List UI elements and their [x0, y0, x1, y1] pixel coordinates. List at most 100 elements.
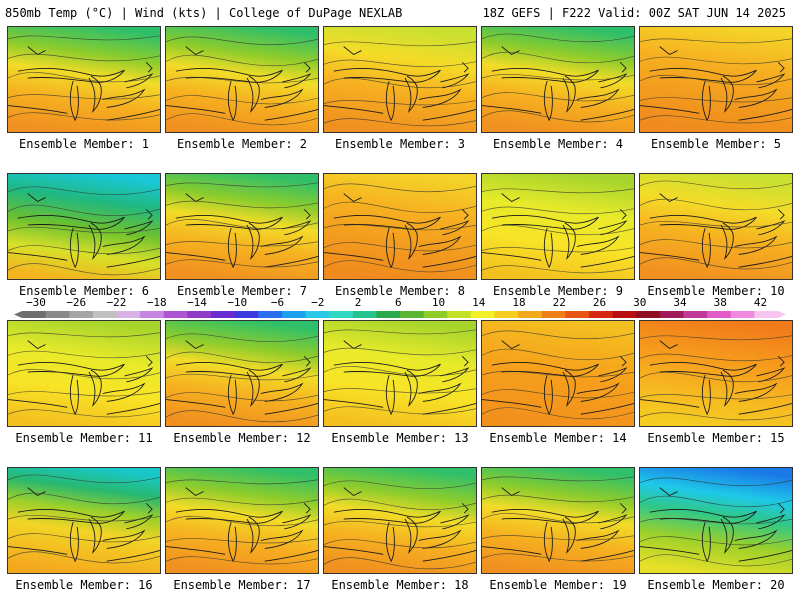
title-right: 18Z GEFS | F222 Valid: 00Z SAT JUN 14 20…	[482, 6, 786, 20]
ensemble-member-map	[323, 467, 477, 574]
great-lakes-outline	[324, 340, 476, 416]
ensemble-member-label: Ensemble Member: 14	[489, 431, 627, 445]
colorbar-swatch	[541, 311, 566, 318]
colorbar-tick-label: 26	[592, 296, 607, 309]
colorbar-swatch	[683, 311, 708, 318]
great-lakes-outline	[482, 340, 634, 416]
height-contours	[640, 335, 792, 421]
ensemble-member-map	[481, 320, 635, 427]
temperature-field	[324, 27, 476, 132]
colorbar-swatch	[659, 311, 684, 318]
colorbar-swatch	[423, 311, 448, 318]
height-contours	[166, 36, 318, 126]
great-lakes-outline	[166, 340, 318, 416]
great-lakes-outline	[8, 193, 160, 269]
temperature-field	[166, 468, 318, 573]
ensemble-member-map	[481, 467, 635, 574]
colorbar-tick-label: −26	[66, 296, 87, 309]
colorbar-tick-label: −2	[311, 296, 325, 309]
colorbar-swatch	[565, 311, 590, 318]
colorbar-tick-label: −18	[146, 296, 167, 309]
ensemble-member-label: Ensemble Member: 11	[15, 431, 153, 445]
ensemble-member-label: Ensemble Member: 4	[492, 137, 624, 151]
colorbar-swatch	[116, 311, 141, 318]
great-lakes-outline	[166, 46, 318, 122]
colorbar-tick-label: −14	[187, 296, 207, 309]
great-lakes-outline	[324, 487, 476, 563]
great-lakes-outline	[8, 487, 160, 563]
colorbar-tick-label: 34	[673, 296, 687, 309]
colorbar-swatch	[518, 311, 543, 318]
ensemble-member-label: Ensemble Member: 1	[18, 137, 150, 151]
great-lakes-outline	[640, 46, 792, 122]
great-lakes-outline	[640, 487, 792, 563]
ensemble-member-map	[165, 26, 319, 133]
ensemble-member-label: Ensemble Member: 8	[334, 284, 466, 298]
colorbar-swatch	[589, 311, 614, 318]
colorbar-tick-label: 2	[354, 296, 362, 309]
ensemble-member-label: Ensemble Member: 3	[334, 137, 466, 151]
colorbar-tick-label: 14	[472, 296, 486, 309]
ensemble-member-map	[165, 320, 319, 427]
ensemble-member-map	[323, 26, 477, 133]
colorbar-swatch	[92, 311, 117, 318]
colorbar-tick-label: 42	[753, 296, 768, 309]
ensemble-member-map	[323, 173, 477, 280]
great-lakes-outline	[324, 193, 476, 269]
ensemble-member-label: Ensemble Member: 18	[331, 578, 469, 592]
temperature-field	[324, 468, 476, 573]
ensemble-member-map	[481, 173, 635, 280]
height-contours	[640, 477, 792, 567]
height-contours	[324, 183, 476, 273]
ensemble-member-map	[481, 26, 635, 133]
colorbar-swatch	[281, 311, 306, 318]
temperature-field	[640, 174, 792, 279]
ensemble-member-label: Ensemble Member: 19	[489, 578, 627, 592]
height-contours	[166, 479, 318, 565]
height-contours	[8, 474, 160, 564]
great-lakes-outline	[640, 193, 792, 269]
temperature-field	[166, 321, 318, 426]
temperature-field	[8, 468, 160, 573]
ensemble-member-label: Ensemble Member: 12	[173, 431, 311, 445]
temperature-field	[482, 27, 634, 132]
great-lakes-outline	[8, 46, 160, 122]
colorbar-swatch	[707, 311, 732, 318]
ensemble-member-label: Ensemble Member: 2	[176, 137, 308, 151]
colorbar-swatch	[45, 311, 70, 318]
ensemble-member-map	[7, 26, 161, 133]
great-lakes-outline	[166, 487, 318, 563]
ensemble-member-map	[323, 320, 477, 427]
colorbar-swatch	[329, 311, 354, 318]
colorbar-swatch	[140, 311, 165, 318]
ensemble-member-label: Ensemble Member: 20	[647, 578, 785, 592]
colorbar-swatch	[612, 311, 637, 318]
colorbar-swatch	[234, 311, 259, 318]
colorbar-tick-label: 18	[512, 296, 526, 309]
ensemble-member-label: Ensemble Member: 16	[15, 578, 153, 592]
temperature-field	[8, 321, 160, 426]
great-lakes-outline	[324, 46, 476, 122]
colorbar-tick-label: 22	[552, 296, 566, 309]
height-contours	[482, 476, 634, 562]
height-contours	[324, 480, 476, 570]
ensemble-member-map	[639, 26, 793, 133]
colorbar-tick-label: −22	[106, 296, 127, 309]
ensemble-member-map	[7, 320, 161, 427]
colorbar-swatch	[352, 311, 377, 318]
ensemble-member-label: Ensemble Member: 5	[650, 137, 782, 151]
temperature-field	[640, 27, 792, 132]
height-contours	[482, 33, 634, 123]
ensemble-member-map	[639, 320, 793, 427]
colorbar-tick-label: 30	[633, 296, 647, 309]
colorbar-swatch	[305, 311, 330, 318]
height-contours	[8, 332, 160, 418]
colorbar-tick-label: 6	[394, 296, 402, 309]
height-contours	[324, 329, 476, 415]
ensemble-member-map	[639, 173, 793, 280]
height-contours	[640, 180, 792, 270]
height-contours	[166, 333, 318, 423]
colorbar-swatch	[211, 311, 236, 318]
temperature-field	[640, 321, 792, 426]
height-contours	[8, 35, 160, 121]
